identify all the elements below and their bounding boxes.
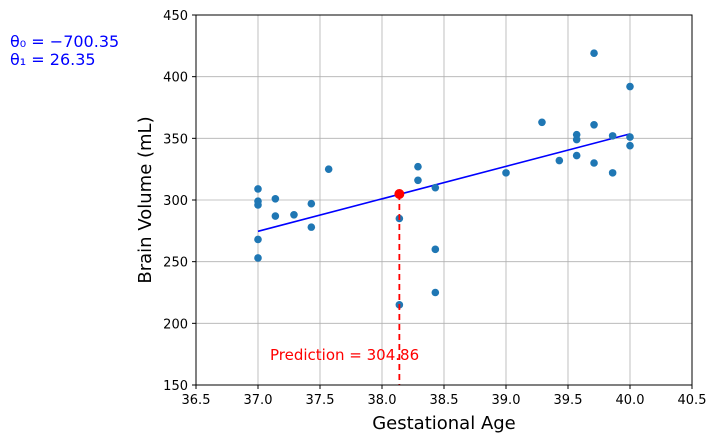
data-point (307, 223, 316, 231)
prediction-point (394, 189, 405, 200)
data-point (626, 133, 634, 141)
x-tick-label: 36.5 (182, 393, 211, 408)
data-point (626, 82, 634, 91)
x-tick-label: 39.0 (492, 393, 521, 408)
data-point (324, 165, 333, 173)
data-point (572, 135, 581, 144)
data-point (271, 212, 280, 220)
y-tick-label: 200 (163, 317, 188, 332)
data-point (254, 201, 262, 209)
data-point (572, 151, 581, 160)
data-points (254, 49, 634, 309)
theta0-annotation: θ₀ = −700.35 (10, 32, 119, 51)
x-tick-label: 38.0 (368, 393, 397, 408)
data-point (590, 49, 598, 58)
data-point (254, 185, 262, 193)
x-tick-label: 37.5 (306, 393, 335, 408)
data-point (431, 245, 440, 254)
grid (195, 14, 693, 386)
x-tick-label: 38.5 (430, 393, 459, 408)
data-point (414, 162, 422, 171)
x-axis-label: Gestational Age (372, 413, 516, 434)
data-point (254, 254, 262, 262)
data-point (538, 118, 546, 127)
y-tick-label: 450 (163, 9, 188, 24)
data-point (431, 288, 440, 297)
regression-line (257, 133, 631, 233)
theta1-annotation: θ₁ = 26.35 (10, 50, 96, 69)
data-point (290, 211, 298, 219)
y-tick-label: 350 (163, 132, 188, 147)
x-tick-label: 39.5 (554, 393, 583, 408)
data-point (254, 235, 262, 244)
data-point (307, 199, 316, 208)
y-tick-label: 400 (163, 71, 188, 86)
x-tick-label: 37.0 (244, 393, 273, 408)
data-point (608, 132, 617, 140)
data-point (590, 120, 598, 129)
y-tick-label: 150 (163, 379, 188, 394)
x-tick-label: 40.5 (678, 393, 707, 408)
data-point (626, 141, 634, 150)
y-tick-label: 250 (163, 256, 188, 271)
x-tick-label: 40.0 (616, 393, 645, 408)
prediction-group (394, 189, 405, 385)
data-point (555, 156, 564, 165)
y-tick-label: 300 (163, 194, 188, 209)
data-point (502, 169, 510, 177)
data-point (431, 183, 440, 192)
prediction-label: Prediction = 304.86 (270, 346, 419, 364)
data-point (271, 194, 280, 203)
ticks: 36.5 37.0 37.5 38.0 38.5 39.0 39.5 40.0 40.5 150 2… (163, 9, 706, 408)
fit-line-group (257, 133, 631, 233)
data-point (608, 169, 617, 177)
y-axis-label: Brain Volume (mL) (135, 116, 156, 283)
data-point (590, 159, 598, 167)
data-point (414, 176, 422, 185)
